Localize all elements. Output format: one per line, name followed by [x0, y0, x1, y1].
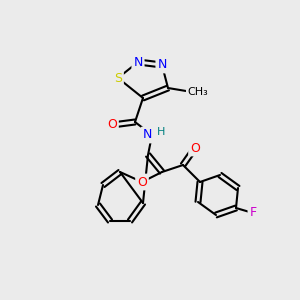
Text: H: H [157, 127, 165, 137]
Text: O: O [190, 142, 200, 154]
Text: S: S [114, 71, 122, 85]
Text: CH₃: CH₃ [188, 87, 208, 97]
Text: N: N [157, 58, 167, 71]
Text: O: O [107, 118, 117, 131]
Text: F: F [249, 206, 256, 220]
Text: O: O [137, 176, 147, 188]
Text: N: N [142, 128, 152, 142]
Text: N: N [133, 56, 143, 68]
